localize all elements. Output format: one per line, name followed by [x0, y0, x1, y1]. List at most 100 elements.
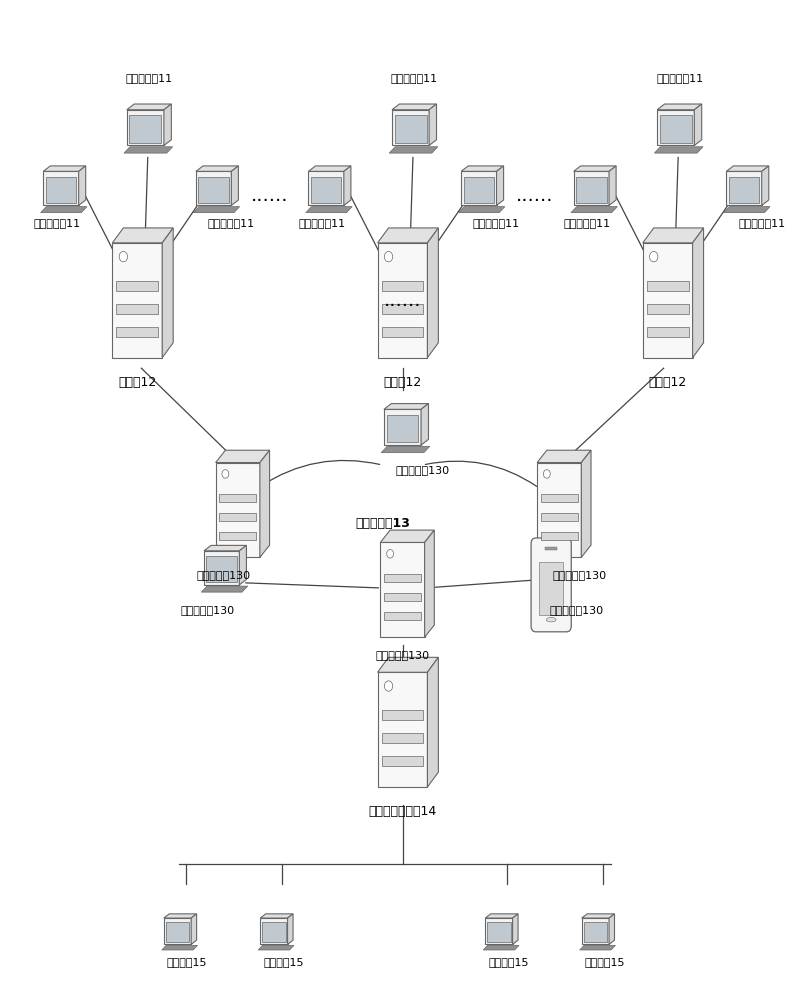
Polygon shape — [43, 166, 85, 171]
Polygon shape — [260, 450, 270, 557]
Bar — [729, 177, 759, 203]
Bar — [117, 327, 159, 337]
FancyArrowPatch shape — [260, 460, 380, 486]
Text: 区块链节点130: 区块链节点130 — [550, 605, 604, 615]
Polygon shape — [574, 171, 609, 205]
Bar — [539, 562, 564, 615]
Polygon shape — [308, 171, 344, 205]
Text: 测试方终端11: 测试方终端11 — [299, 218, 345, 228]
Bar — [384, 593, 421, 601]
Bar — [576, 177, 606, 203]
Bar — [382, 327, 423, 337]
Text: 服务器12: 服务器12 — [383, 376, 422, 389]
Bar — [117, 304, 159, 314]
Bar — [382, 756, 423, 766]
Text: 查询终端15: 查询终端15 — [167, 957, 208, 967]
Bar — [646, 281, 688, 291]
Bar — [199, 177, 229, 203]
Bar — [166, 922, 189, 942]
Ellipse shape — [547, 617, 556, 622]
Polygon shape — [642, 228, 704, 243]
Circle shape — [385, 251, 393, 262]
Circle shape — [650, 251, 658, 262]
Polygon shape — [642, 243, 692, 358]
Polygon shape — [424, 530, 435, 637]
Polygon shape — [609, 914, 614, 944]
Text: ......: ...... — [251, 186, 289, 205]
Polygon shape — [126, 110, 164, 145]
Bar — [130, 115, 161, 143]
Polygon shape — [260, 914, 293, 918]
Bar — [660, 115, 691, 143]
Polygon shape — [389, 147, 438, 153]
Polygon shape — [216, 463, 260, 557]
Text: ......: ...... — [384, 291, 421, 310]
Polygon shape — [513, 914, 518, 944]
Bar — [464, 177, 494, 203]
Polygon shape — [191, 914, 196, 944]
Polygon shape — [204, 545, 246, 551]
FancyArrowPatch shape — [233, 538, 235, 557]
Bar — [382, 304, 423, 314]
Polygon shape — [392, 104, 436, 110]
Polygon shape — [378, 657, 439, 672]
Text: 服务器12: 服务器12 — [118, 376, 156, 389]
Polygon shape — [654, 147, 703, 153]
Polygon shape — [485, 914, 518, 918]
Polygon shape — [124, 147, 172, 153]
Polygon shape — [574, 166, 616, 171]
Bar — [541, 532, 578, 540]
Text: 测试方终端11: 测试方终端11 — [473, 218, 520, 228]
Polygon shape — [392, 110, 429, 145]
Polygon shape — [537, 463, 581, 557]
Polygon shape — [308, 166, 351, 171]
FancyArrowPatch shape — [425, 461, 537, 486]
Text: 区块链节点130: 区块链节点130 — [196, 570, 250, 580]
Bar — [219, 513, 256, 521]
Bar — [394, 115, 427, 143]
Polygon shape — [378, 243, 427, 358]
Polygon shape — [113, 243, 163, 358]
Polygon shape — [427, 657, 439, 787]
Polygon shape — [726, 171, 762, 205]
Polygon shape — [381, 542, 424, 637]
Text: 区块链节点130: 区块链节点130 — [180, 605, 234, 615]
Polygon shape — [657, 104, 702, 110]
Polygon shape — [40, 207, 87, 213]
Polygon shape — [485, 918, 513, 944]
Polygon shape — [164, 104, 171, 145]
Bar — [207, 556, 237, 582]
Circle shape — [119, 251, 127, 262]
Text: 区块链节点130: 区块链节点130 — [375, 650, 430, 660]
Text: 查询终端15: 查询终端15 — [489, 957, 529, 967]
Circle shape — [222, 470, 229, 478]
Polygon shape — [113, 228, 173, 243]
Bar — [46, 177, 76, 203]
Polygon shape — [580, 945, 616, 950]
Bar — [311, 177, 341, 203]
Polygon shape — [461, 166, 504, 171]
Polygon shape — [726, 166, 769, 171]
Bar — [382, 710, 423, 720]
Polygon shape — [193, 207, 240, 213]
Polygon shape — [609, 166, 616, 205]
Text: 第三方管理平台14: 第三方管理平台14 — [369, 805, 436, 818]
Polygon shape — [582, 914, 614, 918]
Polygon shape — [581, 450, 591, 557]
Polygon shape — [196, 166, 238, 171]
Polygon shape — [692, 228, 704, 358]
Polygon shape — [126, 104, 171, 110]
Bar — [384, 574, 421, 582]
Circle shape — [385, 681, 393, 691]
Bar — [646, 304, 688, 314]
Polygon shape — [43, 171, 79, 205]
Bar — [117, 281, 159, 291]
Polygon shape — [344, 166, 351, 205]
Bar — [584, 922, 607, 942]
Text: 区块链网络13: 区块链网络13 — [355, 517, 410, 530]
Polygon shape — [537, 450, 591, 463]
Polygon shape — [231, 166, 238, 205]
Polygon shape — [216, 450, 270, 463]
Text: 测试方终端11: 测试方终端11 — [391, 73, 438, 83]
Bar — [219, 494, 256, 502]
